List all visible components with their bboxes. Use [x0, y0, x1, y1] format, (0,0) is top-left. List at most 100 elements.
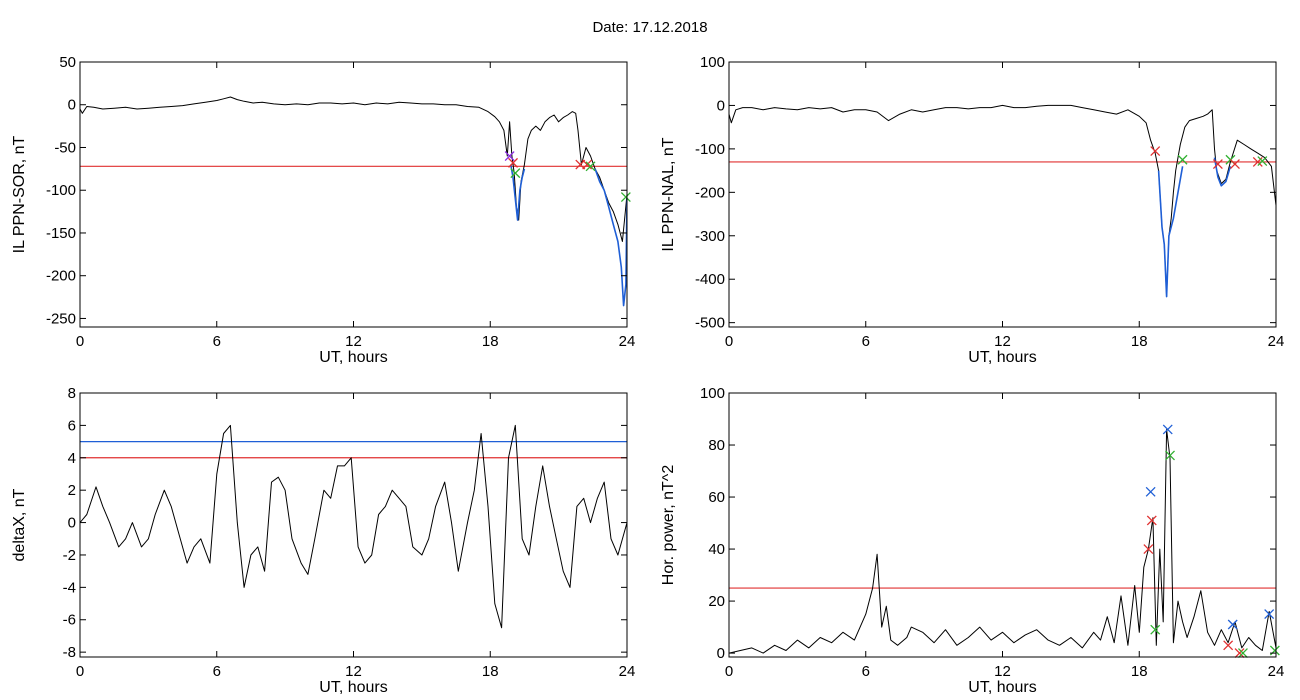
y-tick-label: 50	[59, 54, 76, 71]
marker-cross-11	[1269, 645, 1280, 656]
marker-stroke	[1237, 648, 1248, 659]
y-axis-label: IL PPN-NAL, nT	[660, 137, 677, 251]
plot-frame	[728, 61, 1277, 328]
y-tick-label: 6	[68, 417, 76, 434]
series-line-1	[1157, 166, 1184, 298]
series-line-0	[729, 428, 1276, 654]
marker-cross-0	[1150, 146, 1161, 157]
y-tick-label: -400	[695, 271, 725, 288]
y-tick-label: -100	[695, 141, 725, 158]
marker-cross-0	[504, 151, 515, 161]
marker-cross-2	[1212, 159, 1223, 170]
y-tick-label: -4	[63, 579, 76, 596]
marker-stroke	[1264, 609, 1275, 620]
series-line-0	[80, 96, 627, 242]
chart-panel-nal: 0 6 12 18 24 100 0 -100 -200 -300 -400 -500 UT, hour…	[660, 54, 1284, 366]
x-tick-label: 0	[725, 333, 733, 350]
series-line-2	[1213, 157, 1232, 187]
x-tick-label: 24	[1268, 663, 1285, 680]
marker-cross-5	[1165, 450, 1175, 461]
page-title: Date: 17.12.2018	[0, 19, 1300, 36]
marker-stroke	[620, 192, 631, 203]
marker-cross-1	[1177, 154, 1188, 165]
marker-stroke	[1227, 619, 1238, 630]
marker-cross-7	[1223, 640, 1234, 651]
marker-cross-4	[1162, 424, 1173, 435]
y-tick-label: 100	[700, 54, 725, 71]
marker-cross-3	[1150, 624, 1161, 635]
marker-stroke	[504, 151, 515, 161]
y-tick-label: -200	[46, 268, 76, 285]
marker-stroke	[1165, 450, 1175, 461]
marker-cross-9	[1237, 648, 1248, 659]
y-tick-label: 0	[68, 515, 76, 532]
marker-cross-4	[1230, 159, 1240, 170]
x-tick-label: 18	[1131, 663, 1148, 680]
marker-cross-2	[1145, 486, 1156, 497]
marker-cross-6	[1257, 156, 1268, 167]
marker-stroke	[1150, 146, 1161, 157]
marker-cross-1	[1146, 515, 1157, 526]
marker-stroke	[508, 157, 519, 168]
x-tick-label: 18	[1131, 333, 1148, 350]
x-tick-label: 0	[725, 663, 733, 680]
x-tick-label: 0	[76, 333, 84, 350]
y-tick-label: -300	[695, 228, 725, 245]
y-tick-label: -8	[63, 644, 76, 661]
x-tick-label: 12	[994, 333, 1011, 350]
marker-cross-8	[1234, 648, 1245, 659]
y-tick-label: -6	[63, 612, 76, 629]
marker-stroke	[1150, 624, 1161, 635]
marker-stroke	[1230, 159, 1240, 170]
x-tick-label: 24	[619, 333, 636, 350]
y-tick-label: 8	[68, 385, 76, 402]
date-label: Date:	[592, 19, 629, 36]
y-tick-label: 40	[708, 541, 725, 558]
marker-stroke	[1257, 156, 1268, 167]
y-axis-label: IL PPN-SOR, nT	[11, 135, 28, 253]
x-axis-label: UT, hours	[319, 679, 387, 696]
marker-stroke	[1234, 648, 1245, 659]
y-tick-label: 2	[68, 482, 76, 499]
y-axis-label: deltaX, nT	[11, 488, 28, 561]
chart-panel-sor: 0 6 12 18 24 50 0 -50 -100 -150 -200 -250 UT, hours I…	[11, 54, 635, 366]
marker-cross-0	[1143, 544, 1154, 555]
x-tick-label: 18	[482, 333, 499, 350]
x-tick-label: 6	[213, 663, 221, 680]
x-tick-label: 0	[76, 663, 84, 680]
x-tick-label: 12	[345, 333, 362, 350]
x-axis-label: UT, hours	[968, 679, 1036, 696]
y-tick-label: 0	[68, 97, 76, 114]
marker-stroke	[582, 159, 593, 170]
y-tick-label: -2	[63, 547, 76, 564]
y-tick-label: 80	[708, 437, 725, 454]
y-axis-label: Hor. power, nT^2	[660, 465, 677, 586]
y-tick-label: 100	[700, 385, 725, 402]
marker-cross-2	[510, 168, 521, 179]
y-tick-label: 4	[68, 450, 76, 467]
x-tick-label: 6	[862, 663, 870, 680]
chart-panel-deltax: 0 6 12 18 24 8 6 4 2 0 -2 -4 -6 -8 UT, hours deltaX, nT	[11, 385, 635, 696]
chart-panel-hor: 0 6 12 18 24 100 80 60 40 20 0 UT, hours Hor. power,…	[660, 385, 1284, 696]
y-tick-label: 0	[717, 645, 725, 662]
plot-frame	[79, 392, 628, 658]
y-tick-label: 20	[708, 593, 725, 610]
x-axis-label: UT, hours	[319, 349, 387, 366]
marker-stroke	[585, 161, 596, 172]
y-tick-label: 0	[717, 97, 725, 114]
x-tick-label: 18	[482, 663, 499, 680]
series-line-0	[80, 424, 627, 629]
x-tick-label: 12	[994, 663, 1011, 680]
y-tick-label: 60	[708, 489, 725, 506]
marker-cross-4	[582, 159, 593, 170]
x-axis-label: UT, hours	[968, 349, 1036, 366]
marker-stroke	[1223, 640, 1234, 651]
marker-stroke	[510, 168, 521, 179]
y-tick-label: -100	[46, 182, 76, 199]
plot-frame	[79, 61, 628, 328]
y-tick-label: -250	[46, 310, 76, 327]
marker-stroke	[1143, 544, 1154, 555]
series-line-0	[729, 104, 1276, 298]
series-line-1	[510, 164, 526, 221]
